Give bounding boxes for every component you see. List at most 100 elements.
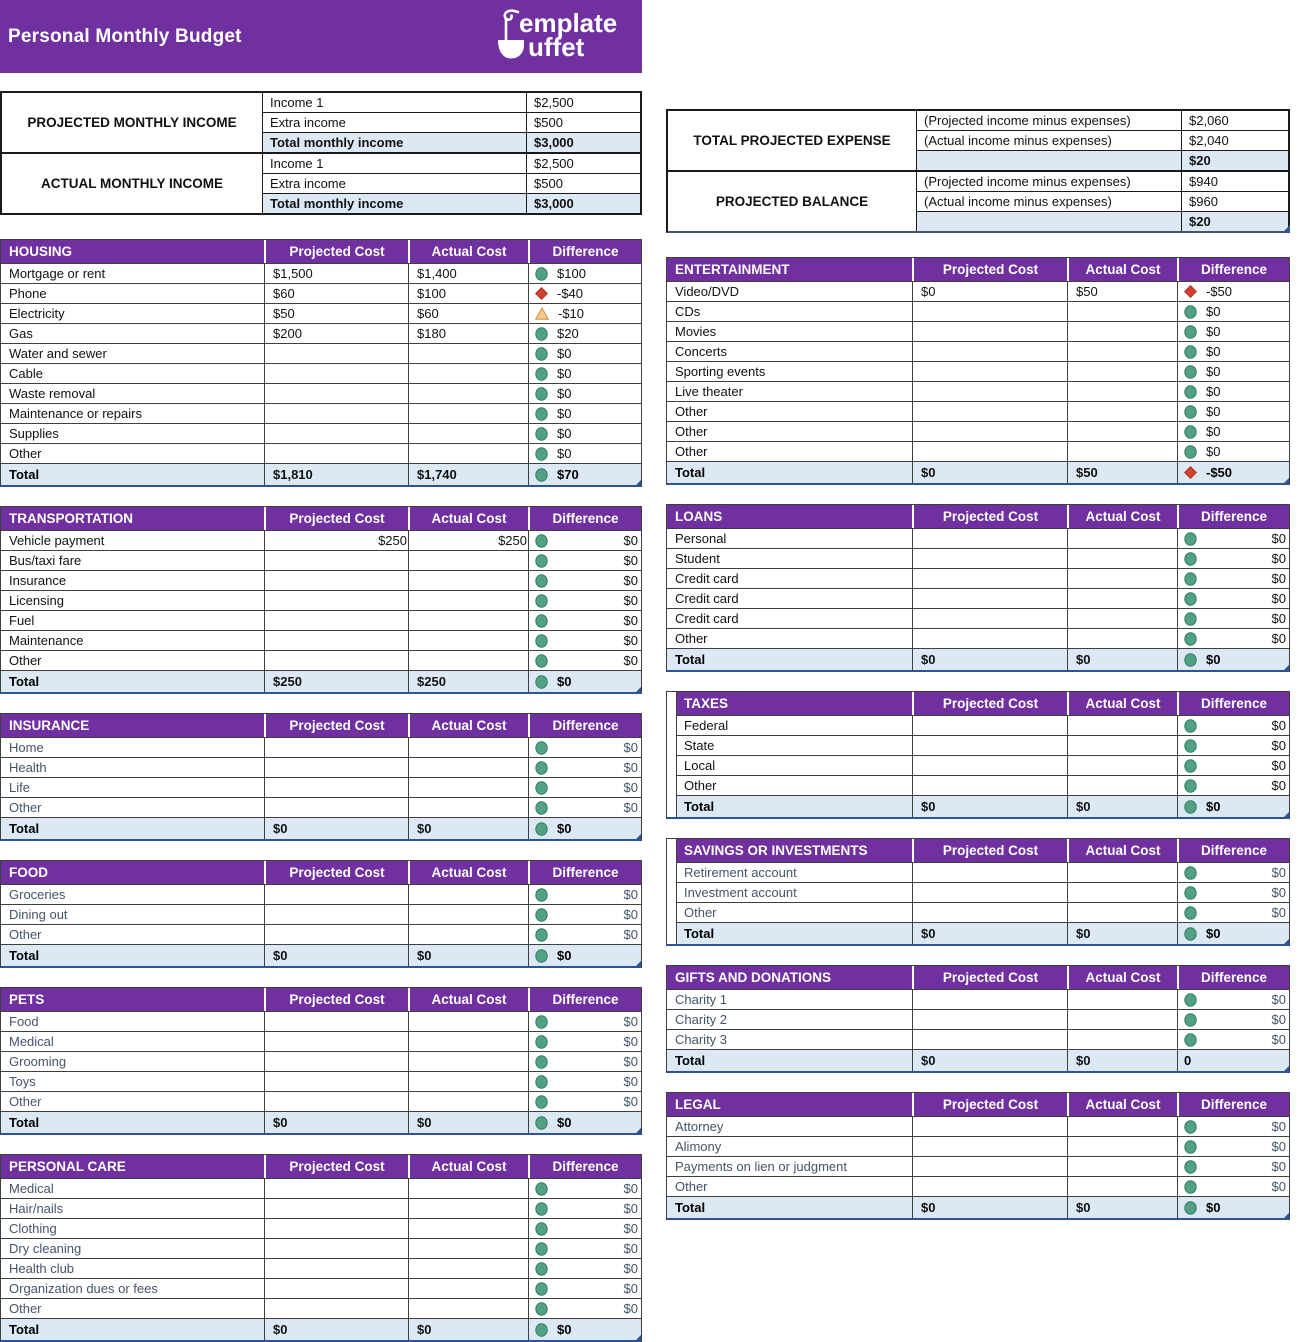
total-actual-cell[interactable]: $0 — [1067, 796, 1177, 817]
total-actual-cell[interactable]: $0 — [408, 818, 528, 839]
difference-cell[interactable]: $0 — [1177, 529, 1289, 548]
projected-cost-cell[interactable] — [912, 402, 1067, 421]
total-projected-cell[interactable]: $1,810 — [264, 464, 408, 485]
actual-cost-cell[interactable] — [1067, 402, 1177, 421]
projected-cost-cell[interactable] — [264, 1239, 408, 1258]
actual-cost-cell[interactable] — [408, 571, 528, 590]
difference-cell[interactable]: $0 — [1177, 589, 1289, 608]
difference-cell[interactable]: -$50 — [1177, 462, 1289, 483]
actual-cost-cell[interactable] — [408, 444, 528, 463]
difference-cell[interactable]: $0 — [1177, 1177, 1289, 1196]
projected-cost-cell[interactable] — [912, 342, 1067, 361]
difference-cell[interactable]: $0 — [528, 1012, 641, 1031]
projected-cost-cell[interactable] — [264, 591, 408, 610]
total-actual-cell[interactable]: $1,740 — [408, 464, 528, 485]
actual-cost-cell[interactable] — [408, 1012, 528, 1031]
actual-cost-cell[interactable] — [1067, 883, 1177, 902]
projected-cost-cell[interactable] — [912, 322, 1067, 341]
difference-cell[interactable]: $0 — [1177, 736, 1289, 755]
projected-cost-cell[interactable] — [264, 925, 408, 944]
projected-cost-cell[interactable] — [912, 1010, 1067, 1029]
actual-cost-cell[interactable]: $250 — [408, 531, 528, 550]
income-value-cell[interactable]: $2,500 — [534, 95, 574, 110]
difference-cell[interactable]: $0 — [528, 591, 641, 610]
projected-cost-cell[interactable] — [264, 885, 408, 904]
difference-cell[interactable]: $0 — [528, 798, 641, 817]
difference-cell[interactable]: $0 — [528, 1199, 641, 1218]
actual-cost-cell[interactable] — [408, 1032, 528, 1051]
actual-cost-cell[interactable] — [1067, 549, 1177, 568]
actual-cost-cell[interactable] — [408, 798, 528, 817]
total-projected-cell[interactable]: $0 — [264, 1319, 408, 1340]
difference-cell[interactable]: $0 — [1177, 402, 1289, 421]
actual-cost-cell[interactable] — [408, 344, 528, 363]
projected-cost-cell[interactable] — [264, 631, 408, 650]
income-value-cell[interactable]: $500 — [534, 176, 563, 191]
projected-cost-cell[interactable] — [264, 1092, 408, 1111]
difference-cell[interactable]: $0 — [528, 758, 641, 777]
total-projected-cell[interactable]: $0 — [264, 945, 408, 966]
difference-cell[interactable]: $0 — [528, 885, 641, 904]
actual-cost-cell[interactable]: $180 — [408, 324, 528, 343]
actual-cost-cell[interactable] — [408, 591, 528, 610]
difference-cell[interactable]: $0 — [528, 671, 641, 692]
actual-cost-cell[interactable] — [408, 885, 528, 904]
actual-cost-cell[interactable] — [408, 631, 528, 650]
actual-cost-cell[interactable] — [408, 384, 528, 403]
total-projected-cell[interactable]: $0 — [912, 649, 1067, 670]
projected-cost-cell[interactable] — [912, 1030, 1067, 1049]
projected-cost-cell[interactable] — [912, 736, 1067, 755]
projected-cost-cell[interactable] — [912, 990, 1067, 1009]
difference-cell[interactable]: $0 — [528, 905, 641, 924]
projected-cost-cell[interactable]: $200 — [264, 324, 408, 343]
actual-cost-cell[interactable] — [408, 1259, 528, 1278]
projected-cost-cell[interactable] — [264, 798, 408, 817]
actual-cost-cell[interactable] — [408, 424, 528, 443]
actual-cost-cell[interactable] — [1067, 776, 1177, 795]
difference-cell[interactable]: $0 — [1177, 549, 1289, 568]
projected-cost-cell[interactable] — [912, 589, 1067, 608]
actual-cost-cell[interactable] — [1067, 736, 1177, 755]
difference-cell[interactable]: $0 — [528, 531, 641, 550]
difference-cell[interactable]: $0 — [528, 631, 641, 650]
difference-cell[interactable]: $0 — [528, 1259, 641, 1278]
actual-cost-cell[interactable] — [1067, 322, 1177, 341]
difference-cell[interactable]: $0 — [1177, 609, 1289, 628]
difference-cell[interactable]: $0 — [528, 925, 641, 944]
total-projected-cell[interactable]: $0 — [912, 923, 1067, 944]
projected-cost-cell[interactable] — [264, 551, 408, 570]
projected-cost-cell[interactable]: $60 — [264, 284, 408, 303]
actual-cost-cell[interactable] — [1067, 1030, 1177, 1049]
difference-cell[interactable]: $0 — [1177, 629, 1289, 648]
projected-cost-cell[interactable] — [912, 1157, 1067, 1176]
actual-cost-cell[interactable] — [408, 905, 528, 924]
projected-cost-cell[interactable] — [264, 1199, 408, 1218]
difference-cell[interactable]: $0 — [528, 344, 641, 363]
actual-cost-cell[interactable] — [408, 1052, 528, 1071]
difference-cell[interactable]: $0 — [528, 1279, 641, 1298]
actual-cost-cell[interactable] — [1067, 609, 1177, 628]
projected-cost-cell[interactable] — [912, 863, 1067, 882]
projected-cost-cell[interactable] — [264, 344, 408, 363]
projected-cost-cell[interactable]: $1,500 — [264, 264, 408, 283]
actual-cost-cell[interactable] — [1067, 529, 1177, 548]
total-projected-cell[interactable]: $250 — [264, 671, 408, 692]
difference-cell[interactable]: $0 — [528, 384, 641, 403]
projected-cost-cell[interactable] — [912, 1117, 1067, 1136]
difference-cell[interactable]: $0 — [528, 1092, 641, 1111]
balance-value-cell[interactable]: $20 — [1189, 214, 1211, 229]
projected-cost-cell[interactable] — [264, 1052, 408, 1071]
difference-cell[interactable]: $0 — [528, 611, 641, 630]
income-value-cell[interactable]: $3,000 — [534, 135, 574, 150]
income-value-cell[interactable]: $2,500 — [534, 156, 574, 171]
difference-cell[interactable]: $0 — [528, 651, 641, 670]
actual-cost-cell[interactable] — [1067, 629, 1177, 648]
difference-cell[interactable]: $100 — [528, 264, 641, 283]
actual-cost-cell[interactable] — [1067, 716, 1177, 735]
projected-cost-cell[interactable] — [912, 302, 1067, 321]
total-projected-cell[interactable]: $0 — [912, 462, 1067, 483]
difference-cell[interactable]: $0 — [1177, 302, 1289, 321]
actual-cost-cell[interactable] — [408, 364, 528, 383]
difference-cell[interactable]: $0 — [528, 1032, 641, 1051]
actual-cost-cell[interactable] — [408, 1072, 528, 1091]
